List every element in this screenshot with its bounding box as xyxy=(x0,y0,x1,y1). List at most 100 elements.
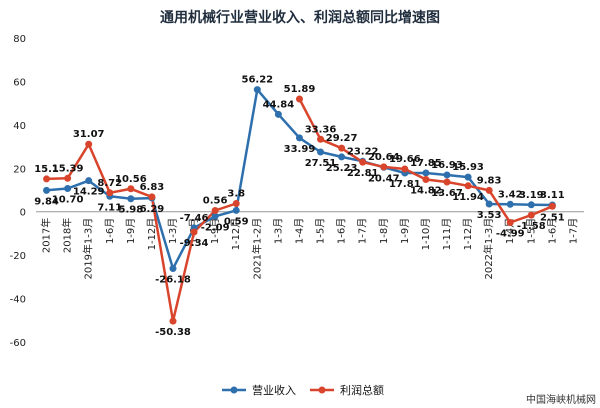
data-label: 14.29 xyxy=(73,187,105,198)
x-tick-label: 1-5月 xyxy=(525,218,537,244)
data-point-0 xyxy=(295,134,303,142)
data-label: 3.42 xyxy=(498,189,523,200)
data-label: 31.07 xyxy=(73,129,105,140)
legend-marker-revenue xyxy=(230,386,238,394)
data-point-1 xyxy=(190,228,198,236)
data-point-0 xyxy=(127,195,135,203)
data-label: 8.72 xyxy=(97,178,122,189)
data-point-0 xyxy=(274,110,282,118)
x-tick-label: 1-6月 xyxy=(336,218,348,244)
data-label: 27.51 xyxy=(305,158,337,169)
x-tick-label: 1-10月 xyxy=(420,218,432,251)
data-point-1 xyxy=(317,135,325,143)
data-point-0 xyxy=(64,184,72,192)
data-point-1 xyxy=(211,206,219,214)
data-point-0 xyxy=(422,169,430,177)
data-point-0 xyxy=(169,265,177,273)
data-point-1 xyxy=(401,165,409,173)
data-point-1 xyxy=(506,219,514,227)
data-point-0 xyxy=(85,177,93,185)
data-label: 10.56 xyxy=(115,174,147,185)
data-point-1 xyxy=(485,186,493,194)
data-label: -9.34 xyxy=(180,238,209,249)
data-point-1 xyxy=(359,158,367,166)
data-point-1 xyxy=(106,189,114,197)
data-point-0 xyxy=(43,186,51,194)
data-label: 11.94 xyxy=(452,192,484,203)
data-label: 20.64 xyxy=(368,152,400,163)
data-point-1 xyxy=(148,193,156,201)
data-label: 16.93 xyxy=(431,160,463,171)
data-label: 29.27 xyxy=(326,133,358,144)
legend-label-profit: 利润总额 xyxy=(340,383,384,397)
data-label: -50.38 xyxy=(155,327,191,338)
watermark: 中国海峡机械网 xyxy=(526,393,596,406)
data-label: 15.1 xyxy=(34,164,59,175)
data-point-1 xyxy=(338,144,346,152)
data-point-1 xyxy=(443,178,451,186)
data-point-1 xyxy=(464,182,472,190)
data-label: 10.70 xyxy=(52,194,84,205)
x-tick-label: 1-5月 xyxy=(315,218,327,244)
data-label: 6.83 xyxy=(140,182,165,193)
data-point-0 xyxy=(211,212,219,220)
data-label: 5.98 xyxy=(119,205,144,216)
data-point-0 xyxy=(443,171,451,179)
data-label: -26.18 xyxy=(155,275,191,286)
data-label: 33.36 xyxy=(305,124,337,135)
x-tick-label: 1-7月 xyxy=(357,218,369,244)
data-point-1 xyxy=(527,211,535,219)
data-label: 33.99 xyxy=(284,144,316,155)
x-tick-label: 2022年1-3月 xyxy=(482,218,495,280)
data-point-0 xyxy=(232,206,240,214)
data-label: 13.67 xyxy=(431,188,463,199)
x-tick-label: 1-11月 xyxy=(441,218,453,251)
x-tick-label: 1-3月 xyxy=(167,218,179,244)
legend: 营业收入 利润总额 xyxy=(222,383,384,397)
data-label: 7.11 xyxy=(97,202,122,213)
data-label: 6.29 xyxy=(140,204,165,215)
data-label: 23.22 xyxy=(347,146,379,157)
x-tick-label: 1-9月 xyxy=(209,218,221,244)
x-tick-label: 1-3月 xyxy=(272,218,284,244)
data-point-1 xyxy=(169,317,177,325)
data-label: 3.19 xyxy=(519,190,544,201)
x-tick-label: 1-12月 xyxy=(146,218,158,251)
data-point-0 xyxy=(338,153,346,161)
data-label: -1.58 xyxy=(517,221,546,232)
data-point-1 xyxy=(295,95,303,103)
data-label: 3.11 xyxy=(540,190,565,201)
data-label: 3.8 xyxy=(227,188,245,199)
data-point-1 xyxy=(43,175,51,183)
data-point-1 xyxy=(380,163,388,171)
x-tick-label: 1-7月 xyxy=(567,218,579,244)
data-point-1 xyxy=(232,199,240,207)
data-label: 14.82 xyxy=(410,186,442,197)
data-label: 9.84 xyxy=(34,196,59,207)
data-label: 0.56 xyxy=(203,195,228,206)
legend-marker-profit xyxy=(318,386,326,394)
data-label: -4.99 xyxy=(496,229,525,240)
y-tick-label: 80 xyxy=(13,34,26,45)
x-tick-label: 2021年1-2月 xyxy=(250,218,263,280)
y-tick-label: 0 xyxy=(20,208,26,219)
data-label: 17.85 xyxy=(410,158,442,169)
data-label: 20.47 xyxy=(368,173,400,184)
data-label: 51.89 xyxy=(284,84,316,95)
x-tick-label: 1-6月 xyxy=(104,218,116,244)
series-markers xyxy=(43,86,556,325)
data-label: 0.59 xyxy=(224,216,249,227)
x-tick-label: 1-8月 xyxy=(378,218,390,244)
y-tick-label: 40 xyxy=(13,121,26,132)
data-label: 3.53 xyxy=(477,210,502,221)
y-tick-label: -40 xyxy=(10,295,26,306)
data-point-1 xyxy=(548,202,556,210)
x-tick-label: 2017年 xyxy=(40,218,53,253)
data-point-1 xyxy=(85,140,93,148)
axis-layer: 80 60 40 20 0 -20 -40 -60 2017年 2018年 2019年1-3月 1-6… xyxy=(10,34,584,349)
x-tick-label: 1-6月 xyxy=(546,218,558,244)
legend-label-revenue: 营业收入 xyxy=(252,383,296,397)
x-tick-label: 1-12月 xyxy=(462,218,474,251)
